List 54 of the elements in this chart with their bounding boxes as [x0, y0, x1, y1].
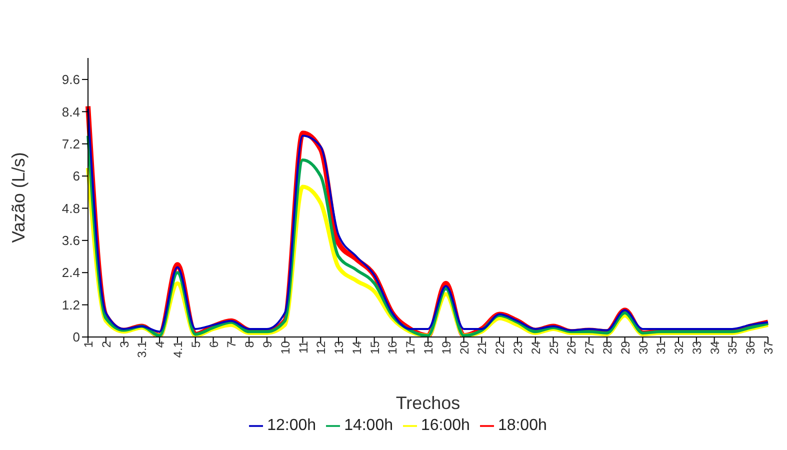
x-tick-label: 1 [82, 340, 96, 348]
y-tick-label: 3.6 [62, 233, 80, 248]
x-tick-label: 17 [404, 340, 418, 354]
x-tick-label: 19 [439, 340, 454, 354]
x-tick-label: 35 [726, 340, 740, 354]
x-tick-label: 4.1 [170, 340, 185, 358]
y-tick-label: 1.2 [62, 297, 80, 312]
x-tick-label: 3 [117, 340, 132, 348]
x-tick-label: 34 [708, 340, 722, 354]
x-axis-title: Trechos [396, 393, 460, 413]
x-tick-label: 33 [690, 340, 704, 354]
x-tick-label: 2 [99, 340, 114, 348]
x-tick-label: 5 [188, 340, 203, 348]
x-tick-label: 23 [510, 340, 525, 354]
x-tick-label: 9 [260, 340, 274, 348]
x-tick-label: 13 [332, 340, 346, 354]
x-tick-label: 25 [546, 340, 561, 354]
legend-label: 16:00h [421, 417, 470, 434]
x-tick-label: 6 [206, 340, 221, 348]
x-tick-label: 26 [564, 340, 579, 354]
legend-label: 18:00h [498, 417, 547, 434]
y-tick-label: 7.2 [62, 136, 80, 152]
legend-label: 12:00h [267, 417, 316, 434]
x-tick-label: 11 [296, 340, 310, 354]
x-tick-label: 36 [744, 340, 758, 354]
x-tick-label: 10 [278, 340, 292, 354]
x-tick-label: 21 [475, 340, 490, 354]
x-tick-label: 27 [582, 340, 597, 354]
legend-label: 14:00h [344, 417, 393, 434]
y-tick-label: 2.4 [62, 265, 80, 280]
x-tick-label: 20 [457, 340, 472, 354]
x-tick-label: 7 [224, 340, 239, 348]
x-tick-label: 15 [368, 340, 382, 354]
x-tick-label: 24 [528, 340, 543, 354]
x-tick-label: 22 [493, 340, 508, 354]
y-tick-label: 9.6 [62, 72, 80, 88]
y-tick-label: 8.4 [62, 104, 80, 120]
x-tick-label: 31 [654, 340, 668, 354]
y-tick-label: 6 [72, 168, 80, 184]
x-tick-label: 4 [153, 340, 168, 348]
x-tick-label: 18 [422, 340, 436, 354]
x-tick-label: 8 [242, 340, 257, 348]
x-tick-label: 37 [762, 340, 776, 354]
x-tick-label: 12 [314, 340, 328, 354]
y-tick-label: 4.8 [62, 200, 80, 216]
x-tick-label: 28 [600, 340, 614, 354]
y-axis-title: Vazão (L/s) [8, 152, 28, 243]
y-tick-label: 0 [72, 330, 80, 345]
x-tick-label: 16 [386, 340, 400, 354]
x-tick-label: 3.1 [135, 340, 150, 358]
x-tick-label: 14 [350, 340, 364, 354]
x-tick-label: 32 [672, 340, 686, 354]
x-tick-label: 29 [618, 340, 632, 354]
x-tick-label: 30 [636, 340, 650, 354]
